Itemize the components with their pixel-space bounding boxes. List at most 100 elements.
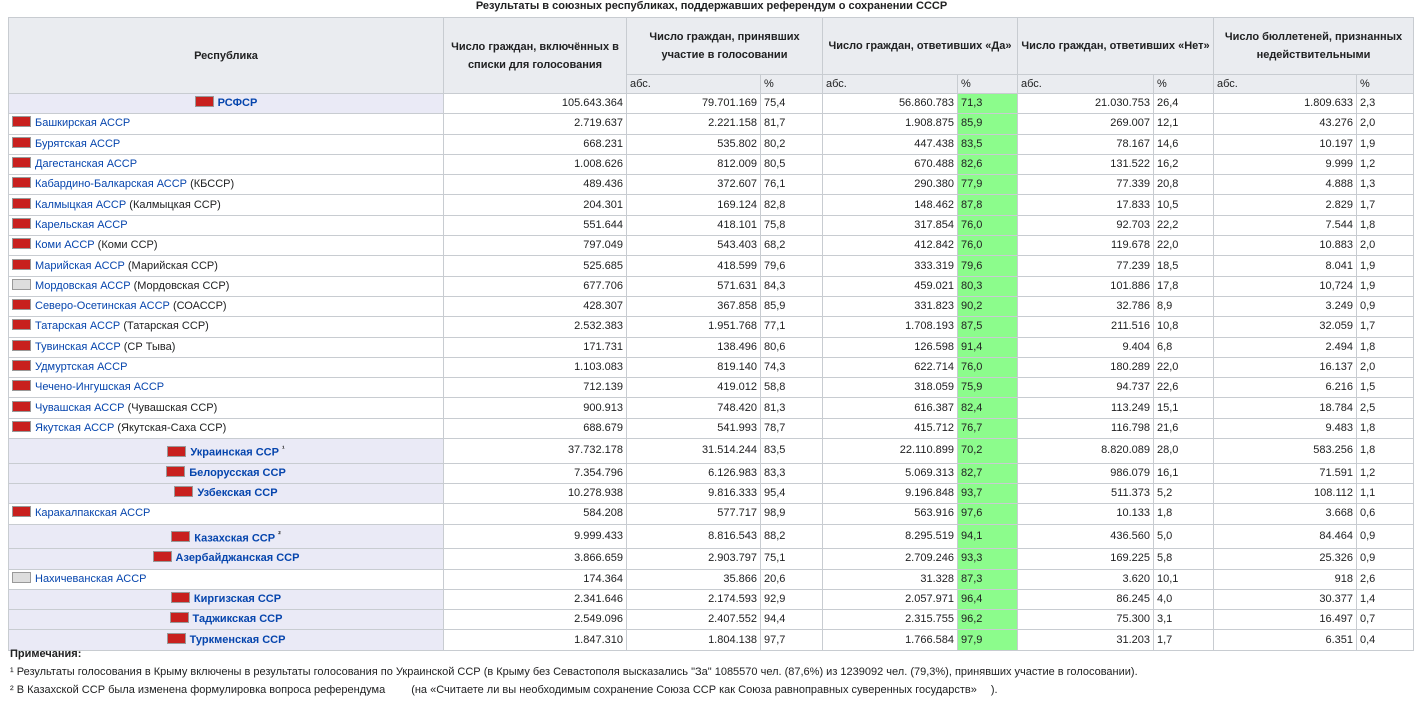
percent-cell: 1,9	[1356, 255, 1414, 277]
republic-link[interactable]: Туркменская ССР	[189, 633, 286, 646]
republic-link[interactable]: Карельская АССР	[35, 218, 128, 231]
abs-cell: 10.133	[1017, 503, 1154, 525]
republic-link[interactable]: Азербайджанская ССР	[175, 552, 300, 565]
header-cell: Число бюллетеней, признанных недействите…	[1213, 17, 1414, 75]
name-cell: Дагестанская АССР	[8, 153, 444, 176]
percent-cell: 79,6	[957, 255, 1018, 277]
percent-cell: 1,2	[1356, 153, 1414, 176]
name-cell: Таджикская ССР	[8, 609, 444, 631]
table-row: Нахичеванская АССР 174.364 35.866 20,6 31.32…	[8, 568, 1414, 590]
percent-cell: 93,3	[957, 548, 1018, 570]
name-extra: (Марийская ССР)	[127, 259, 218, 272]
percent-cell: 75,1	[760, 548, 823, 570]
name-cell: Коми АССР (Коми ССР)	[8, 235, 444, 257]
name-cell: Чечено-Ингушская АССР	[8, 377, 444, 399]
percent-cell: 79,6	[760, 255, 823, 277]
subheader-cell: абс.	[626, 74, 761, 94]
table-row: Тувинская АССР (СР Тыва) 171.731 138.496 80…	[8, 336, 1414, 358]
table-row: Чечено-Ингушская АССР 712.139 419.012 58,8 3…	[8, 377, 1414, 399]
flag-icon	[12, 197, 31, 209]
number-cell: 10.278.938	[443, 482, 627, 505]
republic-link[interactable]: Белорусская ССР	[189, 466, 286, 479]
republic-link[interactable]: Таджикская ССР	[192, 613, 283, 626]
republic-link[interactable]: Кабардино-Балкарская АССР	[35, 178, 188, 191]
table-row: Туркменская ССР 1.847.310 1.804.138 97,7 1.7…	[8, 629, 1414, 651]
percent-cell: 90,2	[957, 295, 1018, 318]
republic-link[interactable]: Башкирская АССР	[35, 117, 131, 130]
abs-cell: 8.295.519	[822, 523, 958, 550]
republic-link[interactable]: Чечено-Ингушская АССР	[35, 381, 165, 394]
republic-link[interactable]: Мордовская АССР	[35, 279, 131, 292]
republic-link[interactable]: Тувинская АССР	[35, 340, 121, 353]
subheader-cell: %	[1153, 74, 1214, 94]
abs-cell: 16.137	[1213, 356, 1357, 379]
republic-link[interactable]: Татарская АССР	[35, 320, 121, 333]
percent-cell: 1,8	[1356, 438, 1414, 464]
percent-cell: 80,2	[760, 133, 823, 155]
abs-cell: 583.256	[1213, 438, 1357, 464]
number-cell: 7.354.796	[443, 462, 627, 485]
table-row: Коми АССР (Коми ССР) 797.049 543.403 68,2 41…	[8, 235, 1414, 257]
percent-cell: 81,7	[760, 113, 823, 135]
abs-cell: 5.069.313	[822, 462, 958, 485]
percent-cell: 76,7	[957, 417, 1018, 440]
table-row: Якутская АССР (Якутская-Саха ССР) 688.679…	[8, 417, 1414, 440]
percent-cell: 83,5	[957, 133, 1018, 155]
republic-link[interactable]: Нахичеванская АССР	[35, 572, 147, 585]
republic-link[interactable]: Чувашская АССР	[35, 401, 125, 414]
republic-link[interactable]: Якутская АССР	[35, 421, 115, 434]
abs-cell: 9.999	[1213, 153, 1357, 176]
table-row: Украинская ССР ¹ 37.732.178 31.514.244 83,5…	[8, 438, 1414, 464]
percent-cell: 96,4	[957, 588, 1018, 611]
number-cell: 797.049	[443, 235, 627, 257]
percent-cell: 2,3	[1356, 92, 1414, 115]
percent-cell: 1,4	[1356, 588, 1414, 611]
percent-cell: 78,7	[760, 417, 823, 440]
number-cell: 688.679	[443, 417, 627, 440]
abs-cell: 79.701.169	[626, 92, 761, 115]
republic-link[interactable]: Украинская ССР	[190, 446, 279, 459]
abs-cell: 2.315.755	[822, 609, 958, 631]
percent-cell: 0,6	[1356, 503, 1414, 525]
republic-link[interactable]: Коми АССР	[35, 239, 95, 252]
abs-cell: 6.126.983	[626, 462, 761, 485]
republic-link[interactable]: Киргизская ССР	[193, 592, 282, 605]
abs-cell: 17.833	[1017, 194, 1154, 216]
name-cell: Марийская АССР (Марийская ССР)	[8, 255, 444, 277]
republic-link[interactable]: РСФСР	[217, 97, 258, 110]
abs-cell: 415.712	[822, 417, 958, 440]
percent-cell: 58,8	[760, 377, 823, 399]
abs-cell: 918	[1213, 568, 1357, 590]
percent-cell: 76,0	[957, 235, 1018, 257]
number-cell: 668.231	[443, 133, 627, 155]
name-extra: (Калмыцкая ССР)	[129, 198, 221, 211]
republic-link[interactable]: Калмыцкая АССР	[35, 198, 127, 211]
abs-cell: 2.494	[1213, 336, 1357, 358]
flag-icon	[174, 486, 194, 498]
percent-cell: 2,0	[1356, 113, 1414, 135]
percent-cell: 82,8	[760, 194, 823, 216]
percent-cell: 0,4	[1356, 629, 1414, 651]
republic-link[interactable]: Бурятская АССР	[35, 137, 121, 150]
republic-link[interactable]: Узбекская ССР	[197, 487, 278, 500]
percent-cell: 75,8	[760, 214, 823, 237]
name-extra: (КБССР)	[190, 178, 235, 191]
percent-cell: 22,2	[1153, 214, 1214, 237]
abs-cell: 331.823	[822, 295, 958, 318]
republic-link[interactable]: Марийская АССР	[35, 259, 125, 272]
republic-link[interactable]: Удмуртская АССР	[35, 361, 128, 373]
number-cell: 677.706	[443, 275, 627, 297]
republic-link[interactable]: Каракалпакская АССР	[35, 507, 151, 520]
abs-cell: 31.514.244	[626, 438, 761, 464]
abs-cell: 180.289	[1017, 356, 1154, 379]
republic-link[interactable]: Дагестанская АССР	[35, 158, 138, 171]
table-row: Таджикская ССР 2.549.096 2.407.552 94,4 2.31…	[8, 609, 1414, 631]
percent-cell: 14,6	[1153, 133, 1214, 155]
abs-cell: 2.709.246	[822, 548, 958, 570]
republic-link[interactable]: Казахская ССР	[194, 532, 276, 545]
republic-link[interactable]: Северо-Осетинская АССР	[35, 300, 170, 313]
percent-cell: 94,4	[760, 609, 823, 631]
abs-cell: 108.112	[1213, 482, 1357, 505]
flag-icon	[12, 217, 31, 229]
name-cell: Каракалпакская АССР	[8, 503, 444, 525]
